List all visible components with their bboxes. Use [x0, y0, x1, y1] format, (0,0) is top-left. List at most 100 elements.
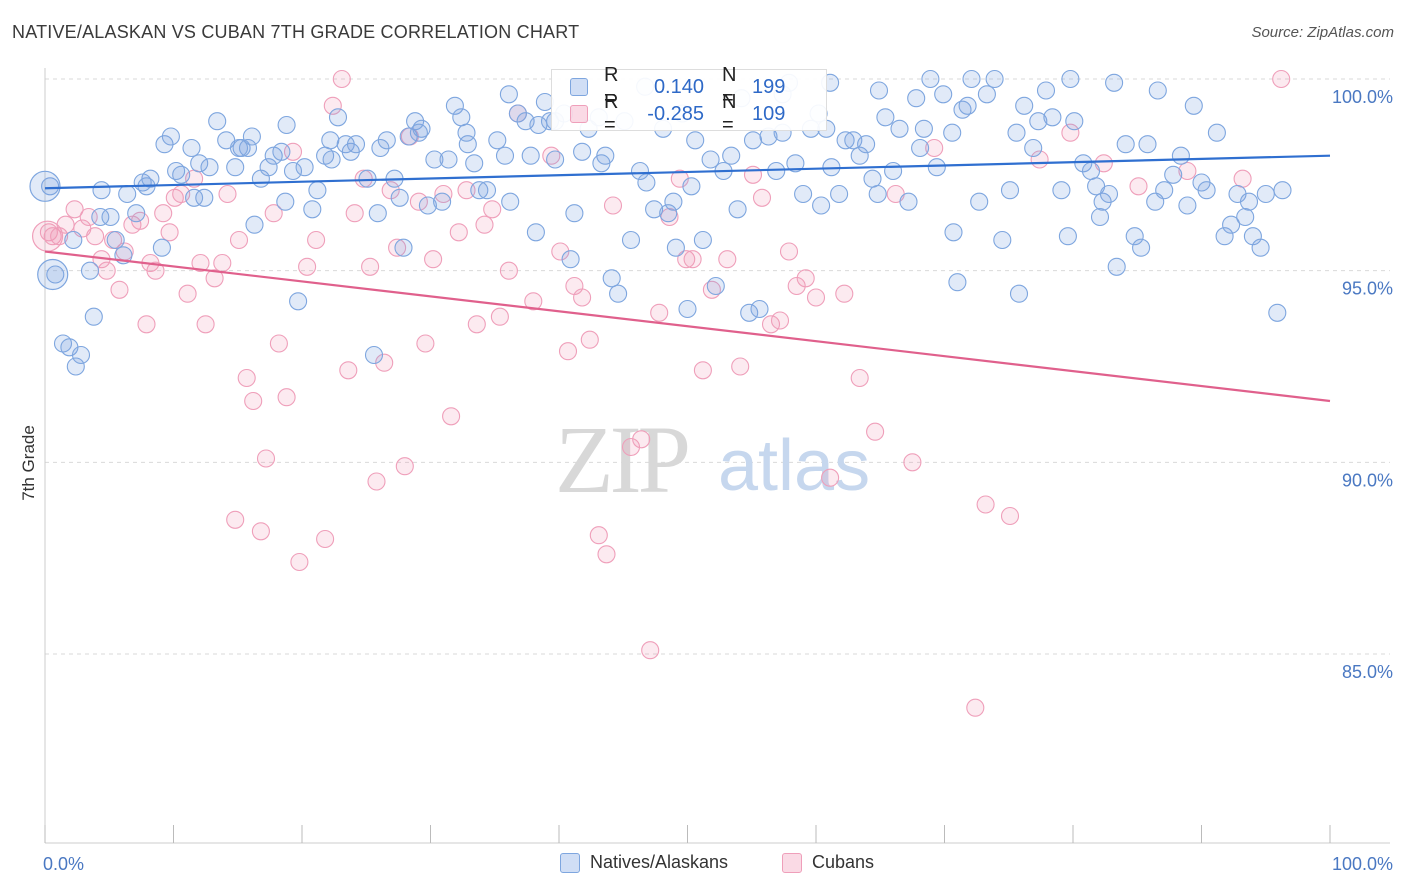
data-point: [1132, 238, 1151, 257]
data-point: [298, 257, 317, 276]
data-point: [1178, 161, 1197, 181]
data-point: [767, 161, 786, 181]
data-point: [645, 200, 664, 219]
data-point: [276, 192, 295, 211]
data-point: [524, 292, 543, 311]
data-point: [64, 230, 83, 250]
data-point: [358, 169, 377, 188]
data-point: [1024, 138, 1043, 158]
data-point: [731, 357, 750, 376]
data-point: [1256, 184, 1275, 204]
legend-row-cubans: R = -0.285 N = 109: [552, 91, 792, 136]
data-point: [976, 495, 995, 514]
data-point: [394, 238, 413, 257]
data-point: [1125, 227, 1144, 246]
legend-n-label: N =: [722, 64, 737, 109]
data-point: [244, 391, 263, 411]
data-point: [659, 204, 678, 223]
data-point: [863, 169, 882, 188]
data-point: [368, 204, 387, 223]
data-point: [269, 334, 288, 353]
data-point: [277, 115, 296, 135]
data-point: [86, 227, 105, 246]
data-point: [609, 284, 628, 303]
data-point: [850, 368, 869, 388]
data-point: [786, 154, 805, 173]
data-point: [740, 303, 759, 322]
data-point: [501, 192, 520, 211]
data-point: [1058, 227, 1077, 246]
large-bubble: [37, 258, 69, 291]
data-point: [406, 112, 425, 131]
data-point: [106, 230, 125, 250]
data-point: [1074, 154, 1093, 173]
data-point: [806, 288, 826, 307]
data-point: [375, 353, 394, 372]
watermark-atlas: atlas: [718, 426, 870, 506]
legend-item-cubans[interactable]: Cubans: [782, 852, 874, 873]
data-point: [316, 529, 335, 549]
data-point: [743, 131, 763, 150]
data-point: [927, 158, 946, 177]
data-point: [1222, 215, 1241, 234]
data-point: [332, 69, 351, 89]
data-point: [890, 119, 909, 138]
trend-lines: [44, 154, 1331, 403]
data-point: [495, 146, 515, 165]
large-bubble: [31, 220, 64, 252]
data-point: [442, 407, 461, 426]
data-point: [630, 161, 650, 181]
data-point: [1239, 192, 1259, 211]
data-point: [65, 200, 84, 219]
data-point: [488, 131, 507, 150]
data-point: [948, 273, 967, 292]
data-point: [364, 345, 384, 365]
data-point: [866, 422, 885, 441]
legend-r-value: -0.285: [647, 102, 704, 125]
data-point: [289, 292, 308, 311]
data-point: [283, 161, 303, 181]
data-point: [1065, 112, 1084, 131]
axes: [44, 68, 1390, 844]
data-point: [467, 315, 486, 334]
data-point: [458, 135, 477, 154]
watermark-zip: ZIP: [555, 406, 688, 513]
data-point: [914, 119, 933, 138]
data-point: [508, 104, 527, 123]
data-point: [213, 253, 232, 273]
data-point: [1061, 123, 1080, 142]
data-point: [1215, 227, 1234, 246]
data-point: [752, 188, 772, 207]
legend-n-label: N =: [722, 91, 737, 136]
data-point: [339, 361, 358, 380]
data-point: [650, 303, 669, 322]
data-point: [154, 204, 173, 223]
data-point: [1155, 181, 1174, 200]
legend-item-natives[interactable]: Natives/Alaskans: [560, 852, 728, 873]
data-point: [434, 184, 453, 204]
data-point: [1090, 207, 1110, 227]
data-point: [551, 242, 570, 261]
data-point: [869, 81, 889, 100]
data-point: [499, 85, 518, 104]
data-point: [390, 188, 409, 207]
data-point: [137, 315, 156, 334]
data-point: [597, 545, 616, 564]
data-point: [1061, 69, 1080, 89]
data-point: [836, 131, 855, 150]
data-point: [172, 165, 191, 184]
data-point: [345, 204, 364, 223]
watermark: ZIP atlas: [555, 406, 870, 513]
data-point: [205, 269, 224, 288]
legend-label-cubans: Cubans: [812, 852, 875, 872]
y-tick-label: 85.0%: [1342, 662, 1393, 682]
data-point: [1052, 181, 1071, 200]
data-point: [850, 146, 869, 165]
data-point: [1029, 112, 1048, 131]
data-point: [84, 307, 103, 326]
data-point: [127, 204, 146, 223]
large-bubble: [29, 170, 61, 202]
data-point: [944, 223, 963, 242]
data-point: [50, 227, 69, 246]
data-point: [303, 200, 322, 219]
